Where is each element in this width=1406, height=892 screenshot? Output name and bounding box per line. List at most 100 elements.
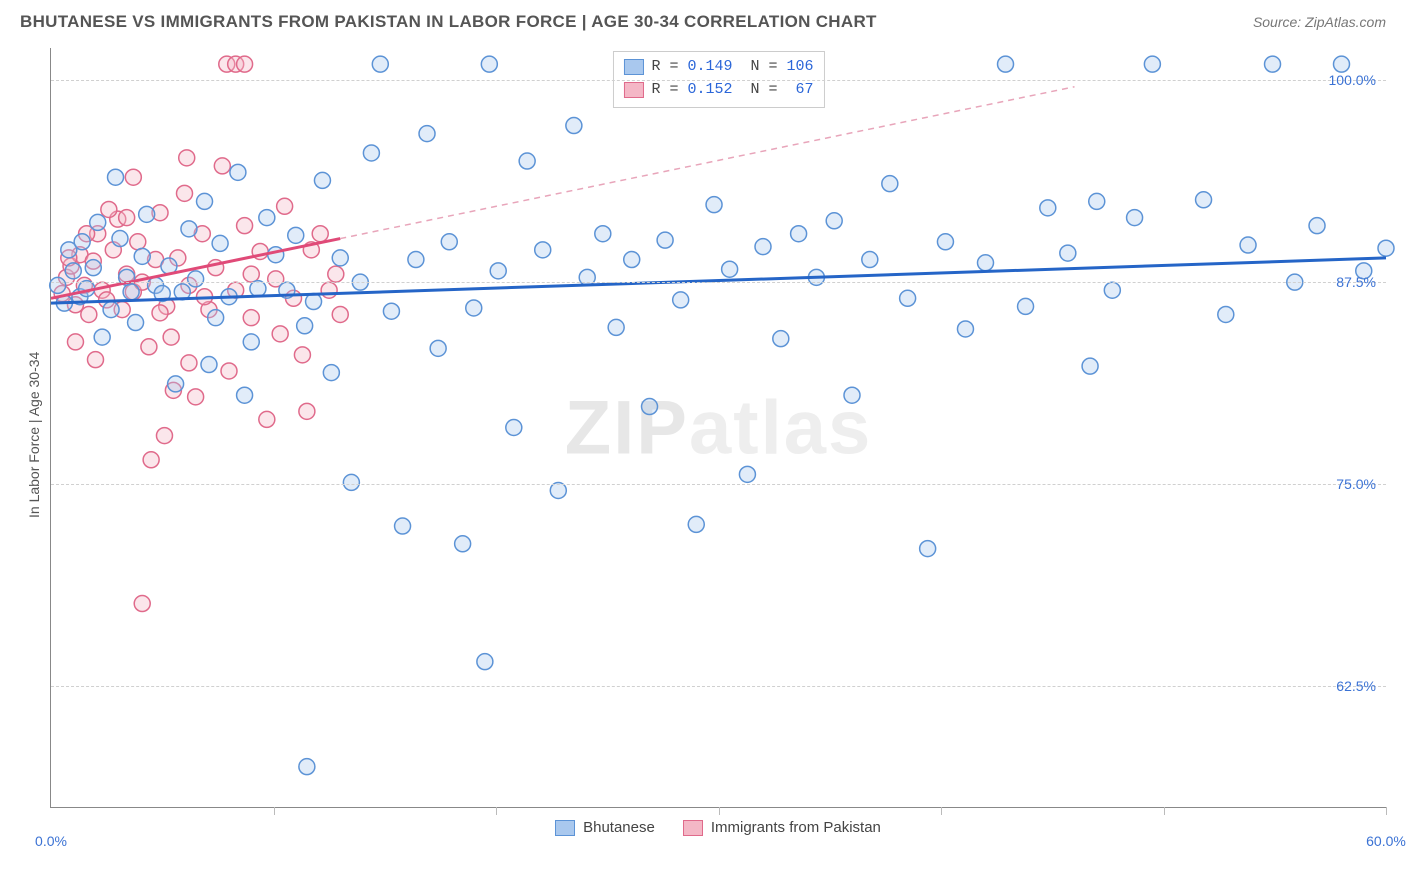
legend-stats-row-0: R = 0.149 N = 106 [623, 56, 813, 79]
data-point [595, 226, 611, 242]
data-point [221, 363, 237, 379]
data-point [128, 315, 144, 331]
data-point [272, 326, 288, 342]
data-point [624, 252, 640, 268]
y-tick-label: 62.5% [1336, 678, 1376, 694]
data-point [108, 169, 124, 185]
data-point [1144, 56, 1160, 72]
data-point [163, 329, 179, 345]
chart-source: Source: ZipAtlas.com [1253, 14, 1386, 30]
data-point [130, 234, 146, 250]
data-point [179, 150, 195, 166]
data-point [688, 516, 704, 532]
data-point [998, 56, 1014, 72]
legend-item-1: Immigrants from Pakistan [683, 819, 881, 836]
data-point [259, 210, 275, 226]
x-tick [719, 807, 720, 815]
data-point [181, 221, 197, 237]
legend-swatch-1 [623, 82, 643, 98]
data-point [490, 263, 506, 279]
data-point [119, 210, 135, 226]
data-point [343, 474, 359, 490]
data-point [1196, 192, 1212, 208]
data-point [332, 250, 348, 266]
data-point [123, 284, 139, 300]
y-tick-label: 100.0% [1329, 72, 1376, 88]
data-point [1218, 306, 1234, 322]
data-point [237, 218, 253, 234]
data-point [74, 234, 90, 250]
data-point [1018, 298, 1034, 314]
data-point [1040, 200, 1056, 216]
data-point [657, 232, 673, 248]
data-point [103, 302, 119, 318]
data-point [230, 164, 246, 180]
data-point [50, 277, 66, 293]
x-tick [274, 807, 275, 815]
y-tick-label: 75.0% [1336, 476, 1376, 492]
data-point [297, 318, 313, 334]
legend-swatch-icon [555, 820, 575, 836]
data-point [156, 428, 172, 444]
data-point [722, 261, 738, 277]
data-point [332, 306, 348, 322]
data-point [152, 305, 168, 321]
data-point [259, 411, 275, 427]
data-point [90, 214, 106, 230]
data-point [1104, 282, 1120, 298]
data-point [1240, 237, 1256, 253]
data-point [314, 172, 330, 188]
data-point [844, 387, 860, 403]
data-point [67, 334, 83, 350]
data-point [85, 260, 101, 276]
data-point [773, 331, 789, 347]
data-point [466, 300, 482, 316]
data-point [141, 339, 157, 355]
data-point [243, 266, 259, 282]
data-point [1060, 245, 1076, 261]
data-point [937, 234, 953, 250]
data-point [65, 263, 81, 279]
data-point [101, 201, 117, 217]
data-point [608, 319, 624, 335]
gridline-h [51, 282, 1386, 283]
data-point [214, 158, 230, 174]
gridline-h [51, 686, 1386, 687]
data-point [188, 389, 204, 405]
data-point [642, 399, 658, 415]
plot-area: ZIPatlas R = 0.149 N = 106 R = 0.152 N =… [50, 48, 1386, 808]
data-point [134, 596, 150, 612]
data-point [237, 387, 253, 403]
data-point [125, 169, 141, 185]
data-point [81, 306, 97, 322]
data-point [477, 654, 493, 670]
data-point [383, 303, 399, 319]
data-point [535, 242, 551, 258]
data-point [900, 290, 916, 306]
data-point [408, 252, 424, 268]
data-point [321, 282, 337, 298]
data-point [168, 376, 184, 392]
gridline-h [51, 80, 1386, 81]
legend-item-0: Bhutanese [555, 819, 655, 836]
data-point [519, 153, 535, 169]
data-point [1127, 210, 1143, 226]
data-point [288, 227, 304, 243]
data-point [430, 340, 446, 356]
data-point [419, 126, 435, 142]
gridline-h [51, 484, 1386, 485]
data-point [791, 226, 807, 242]
data-point [673, 292, 689, 308]
data-point [197, 193, 213, 209]
data-point [826, 213, 842, 229]
data-point [312, 226, 328, 242]
legend-swatch-icon [683, 820, 703, 836]
data-point [139, 206, 155, 222]
data-point [143, 452, 159, 468]
legend-bottom: Bhutanese Immigrants from Pakistan [50, 819, 1386, 836]
x-tick [1386, 807, 1387, 815]
data-point [395, 518, 411, 534]
data-point [181, 355, 197, 371]
data-point [299, 759, 315, 775]
data-point [237, 56, 253, 72]
